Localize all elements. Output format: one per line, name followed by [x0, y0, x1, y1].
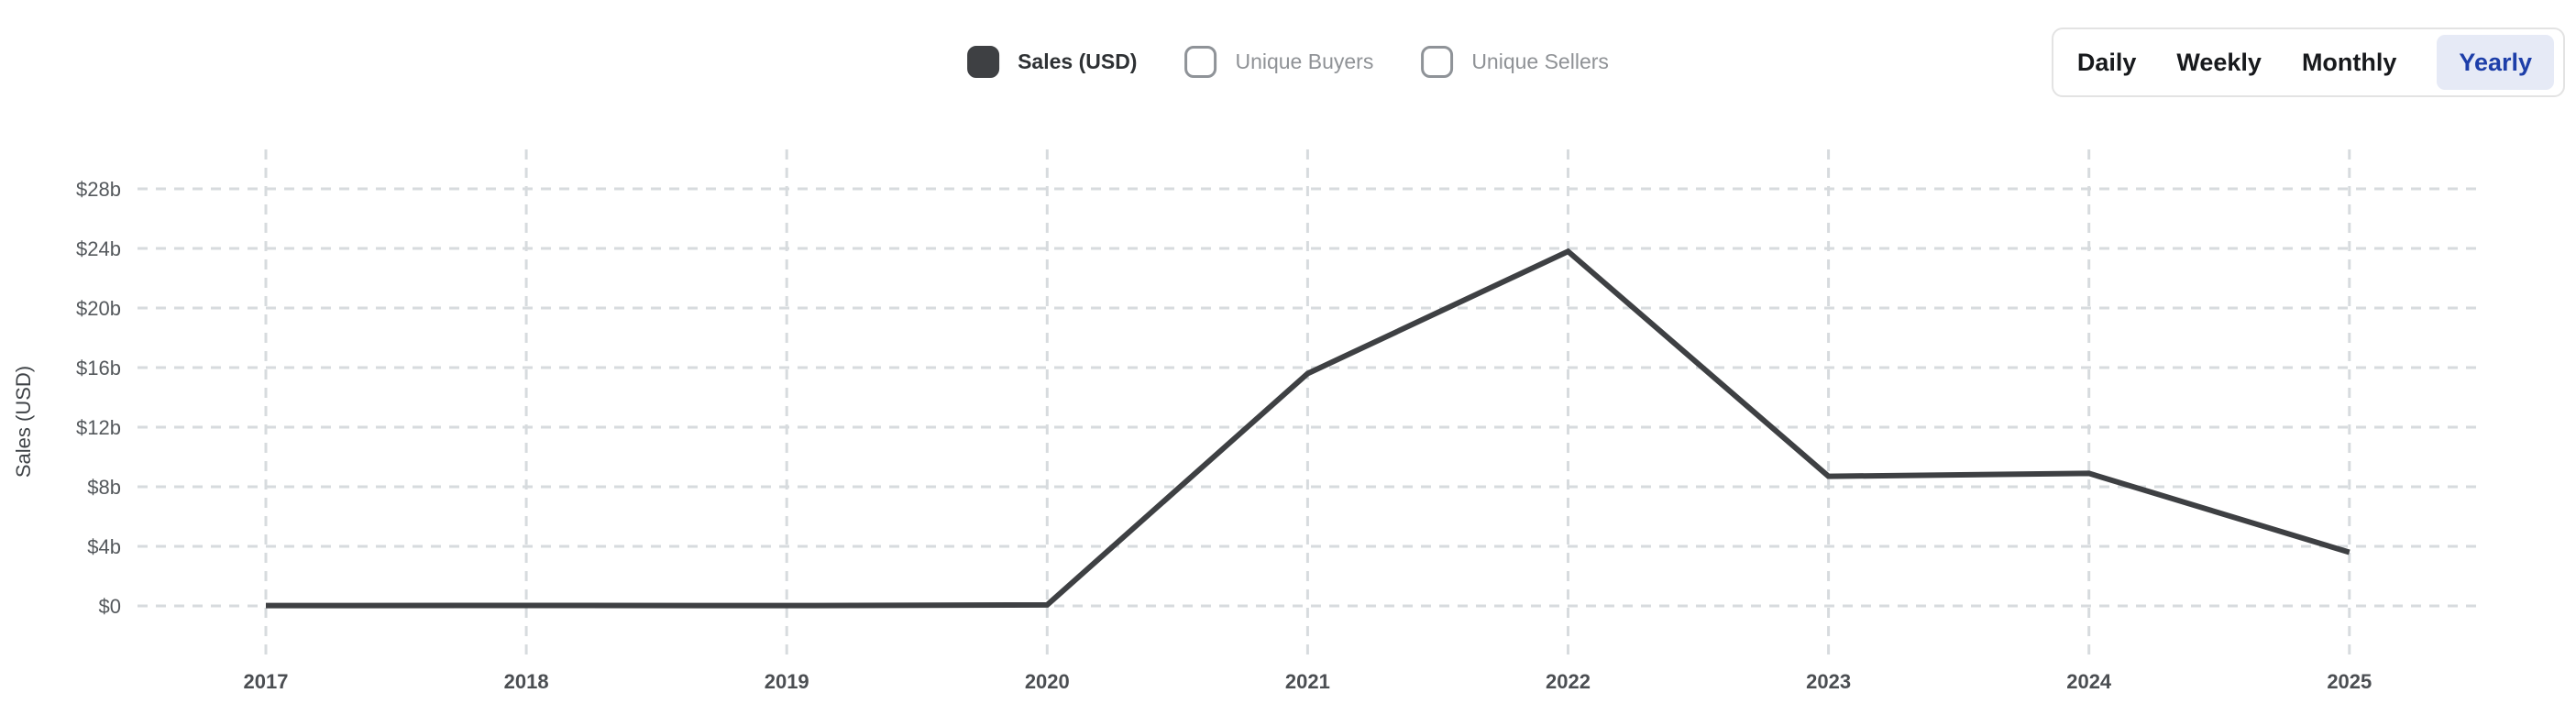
- range-yearly-button[interactable]: Yearly: [2437, 35, 2554, 90]
- y-tick-label: $4b: [87, 535, 121, 558]
- y-tick-label: $8b: [87, 476, 121, 499]
- x-tick-label: 2025: [2327, 670, 2372, 693]
- legend-label: Unique Buyers: [1235, 50, 1374, 73]
- x-tick-label: 2017: [244, 670, 289, 693]
- range-monthly-button[interactable]: Monthly: [2302, 35, 2396, 90]
- x-tick-label: 2018: [504, 670, 549, 693]
- y-tick-label: $24b: [76, 237, 121, 260]
- checkbox-unchecked-icon[interactable]: [1421, 46, 1454, 78]
- x-tick-label: 2021: [1285, 670, 1330, 693]
- legend-label: Unique Sellers: [1471, 50, 1609, 73]
- checkbox-unchecked-icon[interactable]: [1184, 46, 1217, 78]
- range-selector: Daily Weekly Monthly Yearly: [2051, 28, 2565, 97]
- y-tick-label: $28b: [76, 178, 121, 201]
- range-daily-button[interactable]: Daily: [2077, 35, 2137, 90]
- y-tick-label: $0: [99, 595, 121, 618]
- checkbox-checked-icon[interactable]: [967, 46, 1000, 78]
- x-tick-label: 2023: [1806, 670, 1851, 693]
- x-tick-label: 2022: [1546, 670, 1591, 693]
- y-tick-label: $20b: [76, 297, 121, 320]
- x-tick-label: 2019: [765, 670, 809, 693]
- chart-legend: Sales (USD) Unique Buyers Unique Sellers: [967, 46, 1609, 78]
- legend-item-unique-buyers[interactable]: Unique Buyers: [1184, 46, 1373, 78]
- range-weekly-button[interactable]: Weekly: [2176, 35, 2262, 90]
- x-tick-label: 2024: [2066, 670, 2112, 693]
- x-tick-label: 2020: [1025, 670, 1070, 693]
- legend-label: Sales (USD): [1018, 50, 1138, 73]
- legend-item-unique-sellers[interactable]: Unique Sellers: [1421, 46, 1609, 78]
- legend-item-sales-usd[interactable]: Sales (USD): [967, 46, 1137, 78]
- y-tick-label: $16b: [76, 357, 121, 380]
- sales-line: [265, 248, 2350, 609]
- y-tick-label: $12b: [76, 416, 121, 439]
